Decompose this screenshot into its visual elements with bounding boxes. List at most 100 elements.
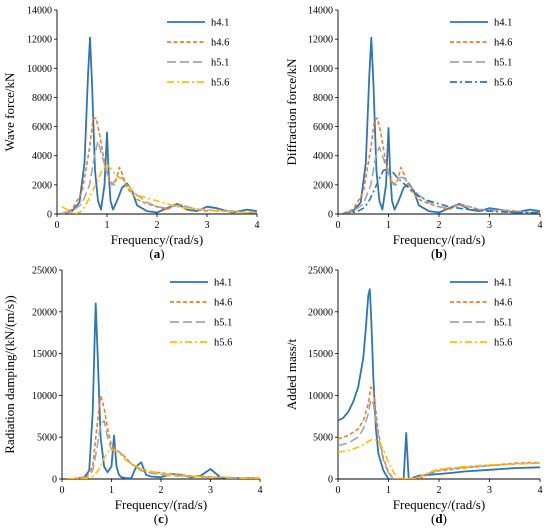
y-axis-label: Radiation damping/(kN/(m/s)) — [2, 295, 17, 454]
x-tick-label: 4 — [538, 220, 543, 231]
x-tick-label: 0 — [336, 485, 341, 496]
x-tick-label: 2 — [437, 220, 442, 231]
series-line-h4-1 — [338, 288, 541, 479]
legend-label: h4.6 — [494, 38, 512, 49]
x-tick-label: 1 — [105, 220, 110, 231]
y-tick-label: 8000 — [313, 93, 333, 104]
y-tick-label: 0 — [328, 475, 333, 486]
x-axis-label: Frequency/(rad/s) — [111, 232, 203, 247]
y-axis-label: Diffraction force/kN — [284, 58, 299, 166]
legend-label: h4.1 — [494, 18, 512, 29]
y-tick-label: 0 — [328, 210, 333, 221]
series-line-h5-6 — [338, 438, 541, 479]
x-tick-label: 2 — [159, 485, 164, 496]
legend-label: h5.6 — [494, 78, 512, 89]
y-tick-label: 10000 — [308, 391, 333, 402]
chart-panel: 0 2000 4000 6000 8000 10000 12000 14000 0 1 2 3 4 Fre… — [284, 6, 543, 262]
y-tick-label: 0 — [52, 475, 57, 486]
x-tick-label: 4 — [258, 485, 263, 496]
legend-label: h4.6 — [211, 38, 229, 49]
y-tick-label: 6000 — [32, 122, 52, 133]
series-line-h5-6 — [66, 448, 260, 479]
legend-label: h5.1 — [494, 58, 512, 69]
y-tick-label: 15000 — [308, 349, 333, 360]
y-tick-label: 5000 — [313, 433, 333, 444]
series-line-h5-1 — [342, 146, 540, 214]
legend-label: h5.6 — [211, 78, 229, 89]
panel-label: (b) — [431, 246, 447, 261]
legend-label: h5.6 — [214, 338, 232, 349]
legend-label: h5.1 — [494, 318, 512, 329]
x-tick-label: 0 — [55, 220, 60, 231]
legend-label: h5.1 — [211, 58, 229, 69]
panel-label-letter: a — [154, 246, 161, 261]
y-tick-label: 25000 — [32, 266, 57, 277]
panel-label-open: ( — [431, 511, 435, 526]
y-tick-label: 2000 — [32, 180, 52, 191]
y-tick-label: 20000 — [32, 307, 57, 318]
panel-label: (c) — [154, 511, 168, 526]
y-tick-label: 14000 — [308, 6, 333, 17]
series-line-h5-1 — [61, 140, 257, 214]
y-tick-label: 10000 — [308, 64, 333, 75]
panel-label-close: ) — [160, 246, 164, 261]
x-tick-label: 2 — [155, 220, 160, 231]
x-tick-label: 1 — [109, 485, 114, 496]
y-axis-label: Added mass/t — [284, 339, 299, 411]
panel-label-letter: b — [435, 246, 442, 261]
x-tick-label: 4 — [255, 220, 260, 231]
legend-label: h5.1 — [214, 318, 232, 329]
x-axis-label: Frequency/(rad/s) — [115, 497, 207, 512]
series-line-h5-6 — [61, 163, 257, 214]
x-tick-label: 3 — [208, 485, 213, 496]
series-line-h4-1 — [61, 36, 258, 214]
panel-label: (d) — [431, 511, 447, 526]
y-tick-label: 0 — [47, 210, 52, 221]
panel-label-letter: c — [158, 511, 164, 526]
x-tick-label: 4 — [538, 485, 543, 496]
series-line-h4-6 — [338, 386, 541, 479]
x-tick-label: 3 — [205, 220, 210, 231]
y-tick-label: 12000 — [308, 35, 333, 46]
chart-panel: 0 2000 4000 6000 8000 10000 12000 14000 0 1 2 3 4 Fre… — [2, 6, 260, 262]
x-tick-label: 3 — [487, 220, 492, 231]
y-tick-label: 5000 — [37, 433, 57, 444]
series-group — [338, 288, 541, 479]
x-axis-label: Frequency/(rad/s) — [393, 232, 485, 247]
x-tick-label: 3 — [487, 485, 492, 496]
legend-label: h5.6 — [494, 338, 512, 349]
legend-label: h4.1 — [211, 18, 229, 29]
x-tick-label: 2 — [437, 485, 442, 496]
legend-label: h4.6 — [214, 298, 232, 309]
legend-label: h4.6 — [494, 298, 512, 309]
series-line-h5-6 — [343, 168, 540, 214]
x-axis-label: Frequency/(rad/s) — [393, 497, 485, 512]
y-axis-label: Wave force/kN — [2, 72, 17, 151]
panel-label-close: ) — [164, 511, 168, 526]
series-line-h4-6 — [342, 117, 540, 214]
y-tick-label: 14000 — [27, 6, 52, 17]
y-tick-label: 20000 — [308, 307, 333, 318]
panel-label-open: ( — [431, 246, 435, 261]
series-line-h4-1 — [342, 36, 541, 214]
chart-panel: 0 5000 10000 15000 20000 25000 0 1 2 3 4 Frequency/… — [2, 266, 263, 527]
y-tick-label: 8000 — [32, 93, 52, 104]
series-line-h5-1 — [338, 398, 541, 479]
y-tick-label: 12000 — [27, 35, 52, 46]
x-tick-label: 0 — [60, 485, 65, 496]
panel-label-open: ( — [149, 246, 153, 261]
panel-label-open: ( — [154, 511, 158, 526]
series-line-h5-1 — [66, 419, 260, 479]
legend-label: h4.1 — [214, 278, 232, 289]
panel-label: (a) — [149, 246, 164, 261]
series-group — [61, 36, 258, 214]
y-tick-label: 4000 — [32, 151, 52, 162]
y-tick-label: 25000 — [308, 266, 333, 277]
y-tick-label: 4000 — [313, 151, 333, 162]
y-tick-label: 15000 — [32, 349, 57, 360]
series-line-h4-6 — [61, 117, 257, 214]
series-group — [342, 36, 541, 214]
y-tick-label: 10000 — [27, 64, 52, 75]
legend-label: h4.1 — [494, 278, 512, 289]
chart-panel: 0 5000 10000 15000 20000 25000 0 1 2 3 4 Frequency/… — [284, 266, 543, 527]
